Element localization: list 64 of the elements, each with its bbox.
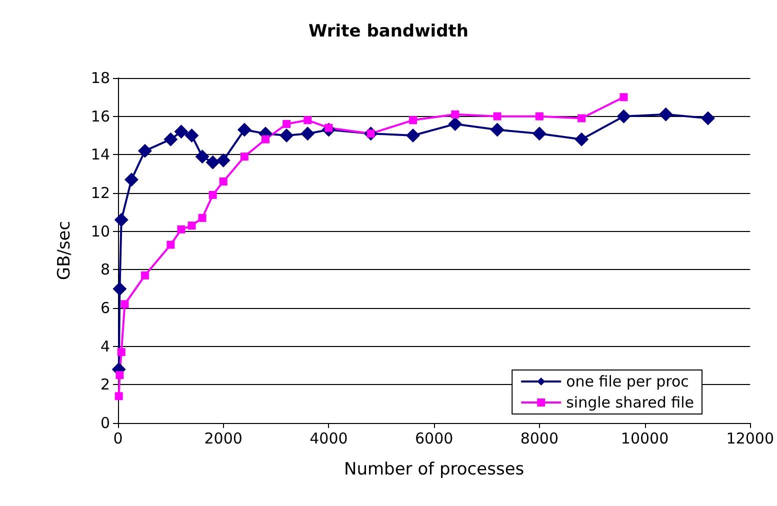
point [114, 392, 123, 400]
point [620, 93, 628, 102]
point [208, 190, 217, 199]
point [219, 178, 228, 186]
point [195, 150, 210, 164]
point [124, 172, 138, 187]
point [532, 126, 546, 141]
x-axis-title: Number of processes [344, 460, 524, 480]
point [177, 225, 186, 234]
y-tick-label: 12 [90, 184, 110, 202]
x-tick-label: 0 [113, 430, 123, 448]
point [166, 240, 175, 249]
y-tick-label: 2 [100, 376, 110, 394]
point [114, 212, 128, 227]
point [658, 107, 673, 122]
point [240, 152, 248, 161]
point [198, 214, 206, 222]
point [409, 116, 417, 124]
point [493, 112, 502, 120]
point [164, 132, 178, 146]
point [280, 128, 294, 142]
point [174, 124, 188, 139]
point [262, 135, 270, 144]
point [184, 128, 199, 142]
y-tick-label: 8 [100, 260, 110, 279]
point [117, 348, 126, 356]
y-tick-label: 18 [90, 69, 110, 87]
legend-label: single shared file [566, 394, 694, 412]
x-tick-label: 10000 [620, 430, 669, 448]
point [120, 300, 129, 308]
point [237, 122, 252, 137]
point [578, 114, 586, 122]
point [116, 371, 124, 380]
point [490, 122, 504, 137]
point [574, 132, 589, 146]
point [448, 117, 462, 131]
point [535, 112, 544, 120]
x-tick-label: 8000 [520, 430, 559, 448]
point [138, 144, 152, 158]
y-tick-label: 6 [100, 299, 110, 317]
point [451, 110, 460, 118]
x-tick-label: 12000 [726, 430, 774, 448]
point [216, 153, 230, 168]
legend-label: one file per proc [566, 372, 689, 390]
y-axis-title: GB/sec [54, 220, 74, 280]
x-tick-label: 6000 [414, 430, 454, 448]
point [304, 116, 312, 124]
y-tick-label: 16 [90, 107, 110, 126]
point [300, 126, 315, 141]
point [140, 271, 149, 280]
point [206, 155, 220, 170]
point [188, 222, 196, 230]
point [282, 120, 291, 128]
chart-title: Write bandwidth [308, 22, 469, 42]
point [112, 282, 127, 296]
y-tick-label: 14 [90, 146, 110, 164]
y-tick-label: 0 [100, 414, 110, 432]
x-tick-label: 2000 [204, 430, 242, 448]
y-tick-label: 10 [90, 222, 110, 240]
point [616, 109, 631, 124]
point [406, 128, 420, 142]
y-tick-label: 4 [100, 337, 110, 356]
x-tick-label: 4000 [310, 430, 348, 448]
point [701, 111, 715, 126]
